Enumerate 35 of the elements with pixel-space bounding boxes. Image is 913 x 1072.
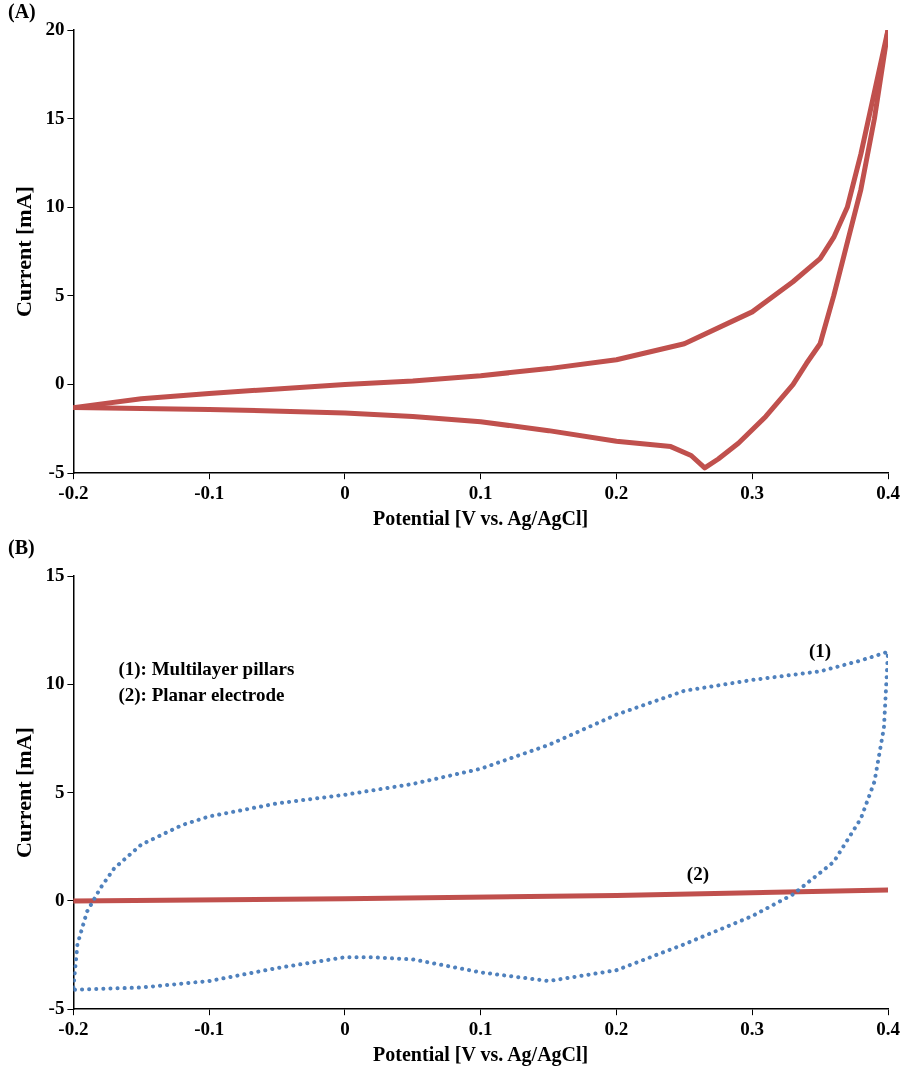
x-tick-label: 0.1 xyxy=(468,481,493,503)
x-tick-label: 0.2 xyxy=(604,1017,629,1039)
x-axis-title: Potential [V vs. Ag/AgCl] xyxy=(373,507,589,531)
y-axis-title: Current [mA] xyxy=(10,727,36,859)
x-tick-label: 0.4 xyxy=(876,1017,901,1039)
y-tick-label: 5 xyxy=(54,283,65,305)
x-tick-label: -0.2 xyxy=(58,481,89,503)
x-tick-label: 0.4 xyxy=(876,481,901,503)
annotation: (1) xyxy=(809,639,832,662)
x-tick-label: -0.2 xyxy=(58,1017,89,1039)
y-tick-label: 15 xyxy=(45,106,65,128)
y-tick-label: 10 xyxy=(45,672,65,694)
y-tick-label: 0 xyxy=(54,372,65,394)
x-tick-label: 0 xyxy=(340,1017,350,1039)
y-tick-label: -5 xyxy=(48,461,65,483)
y-tick-label: 20 xyxy=(45,17,65,39)
x-tick-label: 0.2 xyxy=(604,481,629,503)
y-tick-label: 0 xyxy=(54,888,65,910)
chart-title: (B) xyxy=(8,536,35,559)
y-axis-title: Current [mA] xyxy=(10,186,36,318)
y-tick-label: -5 xyxy=(48,997,65,1019)
x-tick-label: 0 xyxy=(340,481,350,503)
x-tick-label: 0.3 xyxy=(740,1017,765,1039)
x-tick-label: -0.1 xyxy=(194,1017,225,1039)
y-tick-label: 15 xyxy=(45,563,65,585)
annotation: (2) xyxy=(686,862,709,885)
chart-title: (A) xyxy=(8,0,36,23)
x-tick-label: -0.1 xyxy=(194,481,225,503)
x-tick-label: 0.3 xyxy=(740,481,765,503)
annotation: (2): Planar electrode xyxy=(118,684,285,707)
x-tick-label: 0.1 xyxy=(468,1017,493,1039)
x-axis-title: Potential [V vs. Ag/AgCl] xyxy=(373,1043,589,1067)
annotation: (1): Multilayer pillars xyxy=(118,658,295,681)
y-tick-label: 10 xyxy=(45,195,65,217)
y-tick-label: 5 xyxy=(54,780,65,802)
